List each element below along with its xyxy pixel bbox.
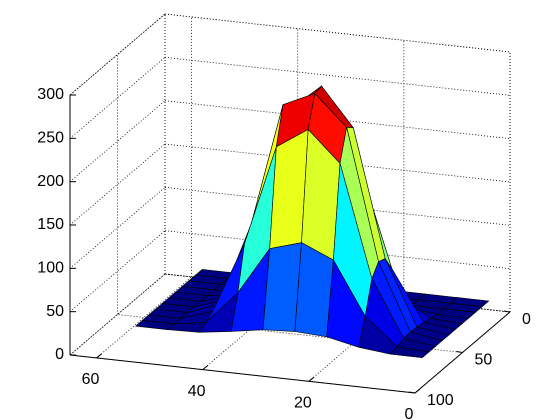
z-tick-label: 300	[37, 86, 64, 103]
x-tick-label: 20	[294, 395, 312, 412]
x-tick	[96, 353, 102, 359]
x-axis	[69, 354, 416, 394]
x-tick-label: 40	[188, 383, 206, 400]
x-tick	[202, 365, 209, 371]
z-tick-label: 150	[37, 216, 64, 233]
x-tick	[414, 388, 421, 394]
grid-line	[164, 100, 511, 140]
grid-line	[164, 56, 511, 96]
grid-line	[164, 230, 511, 270]
y-tick	[456, 351, 463, 353]
y-tick-label: 0	[522, 311, 531, 328]
z-tick-label: 50	[46, 303, 64, 320]
z-tick-label: 250	[37, 130, 64, 147]
y-tick	[408, 391, 416, 394]
x-tick	[308, 376, 315, 382]
y-tick-label: 50	[475, 352, 493, 369]
grid-line	[69, 187, 166, 269]
x-tick-label: 0	[405, 406, 414, 420]
grid-line	[164, 186, 511, 226]
x-tick-label: 60	[82, 371, 100, 388]
z-tick-label: 200	[37, 173, 64, 190]
y-tick-label: 100	[427, 392, 454, 409]
surface-patch	[389, 346, 430, 359]
y-tick	[503, 310, 511, 313]
grid-line	[69, 230, 166, 312]
z-tick-label: 100	[37, 260, 64, 277]
surface-patch	[294, 242, 334, 338]
z-tick-label: 0	[55, 346, 64, 363]
grid-line	[164, 143, 511, 183]
grid-line	[164, 13, 511, 53]
